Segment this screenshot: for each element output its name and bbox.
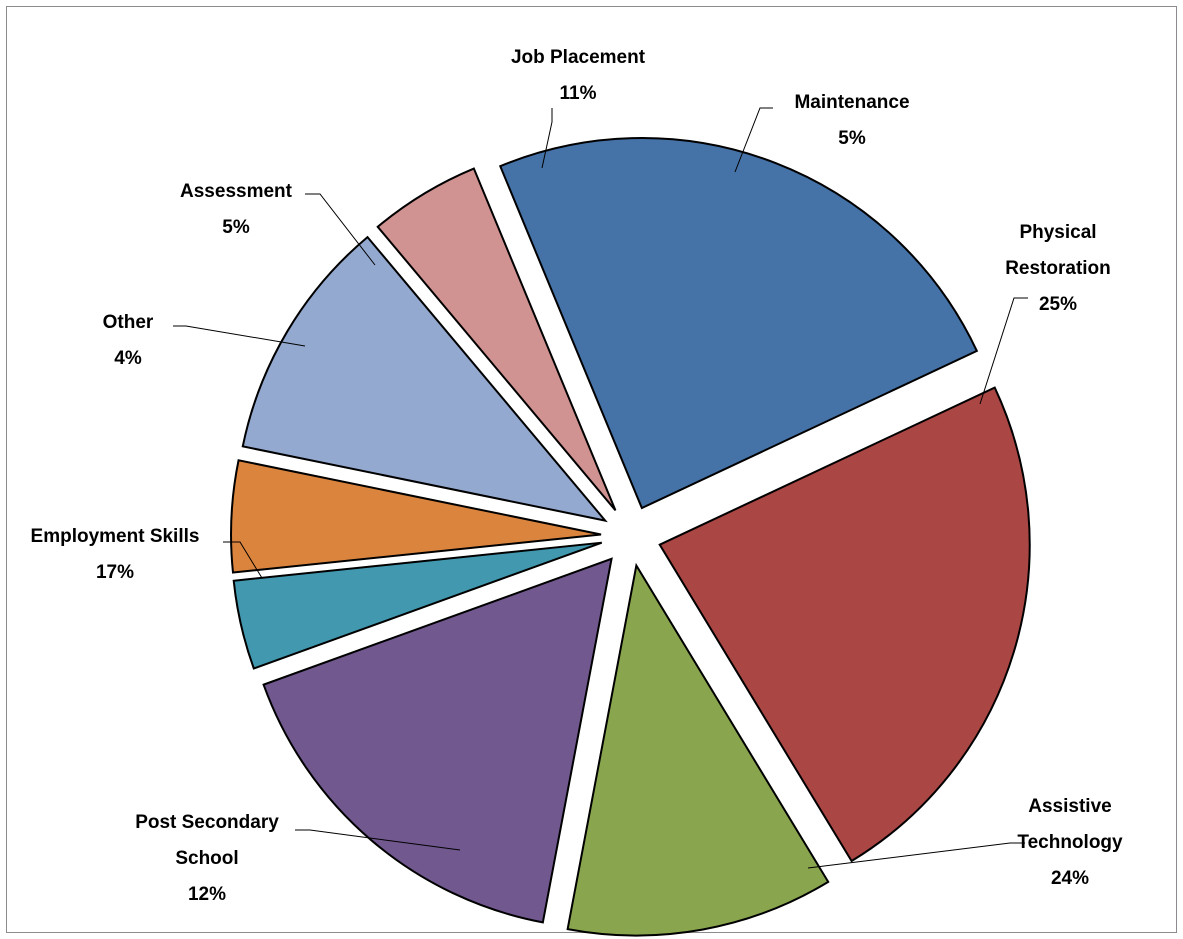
slices-layer — [230, 137, 1031, 937]
slice-name-physical-restoration: Restoration — [1005, 258, 1111, 279]
pie-slice-employment-skills — [262, 557, 613, 924]
leader-line-post-secondary-school — [295, 829, 461, 851]
slice-name-post-secondary-school: Post Secondary — [135, 812, 279, 833]
slice-value-assessment: 5% — [222, 217, 250, 238]
leader-line-job-placement — [541, 108, 553, 169]
slice-value-job-placement: 11% — [560, 83, 597, 104]
pie-slice-assessment — [230, 459, 602, 574]
pie-slice-job-placement — [241, 235, 608, 523]
leader-line-other — [173, 325, 306, 347]
leader-line-maintenance — [734, 107, 773, 173]
leader-lines-layer — [173, 107, 1028, 869]
slice-name-other: Other — [103, 312, 154, 333]
slice-name-maintenance: Maintenance — [794, 92, 909, 113]
slice-value-physical-restoration: 25% — [1039, 294, 1077, 315]
slice-label-assistive-technology: Assistive Technology 24% — [1017, 796, 1123, 889]
slice-value-other: 4% — [114, 348, 142, 369]
pie-slice-other — [232, 541, 603, 670]
pie-slice-post-secondary-school — [566, 562, 830, 937]
leader-line-physical-restoration — [979, 297, 1028, 405]
slice-label-other: Other 4% — [103, 312, 154, 369]
slice-name-assessment: Assessment — [180, 181, 293, 202]
slice-value-employment-skills: 17% — [96, 562, 134, 583]
labels-layer: Physical Restoration 25% Assistive Technolog… — [31, 47, 1124, 905]
slice-label-employment-skills: Employment Skills 17% — [31, 526, 200, 583]
slice-name-assistive-technology: Assistive — [1028, 796, 1111, 817]
slice-label-maintenance: Maintenance 5% — [794, 92, 909, 149]
leader-line-assistive-technology — [807, 842, 1025, 869]
slice-name-employment-skills: Employment Skills — [31, 526, 200, 547]
leader-line-employment-skills — [223, 541, 263, 579]
slice-label-post-secondary-school: Post Secondary School 12% — [135, 812, 279, 905]
slice-name-physical-restoration: Physical — [1019, 222, 1096, 243]
slice-value-assistive-technology: 24% — [1051, 868, 1089, 889]
slice-label-job-placement: Job Placement 11% — [511, 47, 646, 104]
slice-label-physical-restoration: Physical Restoration 25% — [1005, 222, 1111, 315]
slice-value-maintenance: 5% — [838, 128, 866, 149]
leader-line-assessment — [305, 193, 376, 266]
slice-value-post-secondary-school: 12% — [188, 884, 226, 905]
pie-slice-maintenance — [376, 167, 617, 511]
slice-name-post-secondary-school: School — [175, 848, 238, 869]
pie-slice-physical-restoration — [498, 137, 979, 510]
slice-name-assistive-technology: Technology — [1017, 832, 1123, 853]
slice-name-job-placement: Job Placement — [511, 47, 646, 68]
pie-slice-assistive-technology — [658, 386, 1031, 863]
slice-label-assessment: Assessment 5% — [180, 181, 293, 238]
